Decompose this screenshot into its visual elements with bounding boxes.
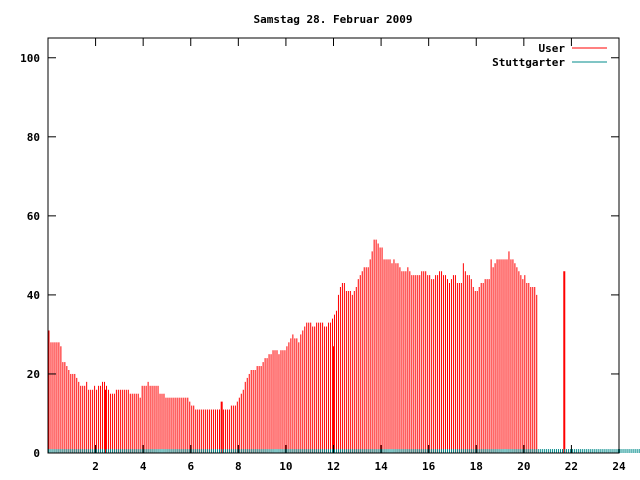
x-tick-label: 14 xyxy=(374,460,388,473)
user-series-bars xyxy=(48,239,538,453)
x-tick-label: 6 xyxy=(187,460,194,473)
y-tick-label: 80 xyxy=(27,131,40,144)
y-tick-label: 100 xyxy=(20,52,40,65)
chart-title: Samstag 28. Februar 2009 xyxy=(254,13,413,26)
x-tick-label: 12 xyxy=(327,460,340,473)
y-tick-label: 40 xyxy=(27,289,40,302)
x-tick-label: 16 xyxy=(422,460,436,473)
legend: User Stuttgarter xyxy=(492,42,607,69)
x-tick-label: 22 xyxy=(565,460,578,473)
legend-entry-stuttgarter: Stuttgarter xyxy=(492,56,607,69)
x-tick-label: 4 xyxy=(140,460,147,473)
x-tick-label: 10 xyxy=(279,460,292,473)
y-tick-label: 60 xyxy=(27,210,40,223)
y-tick-label: 20 xyxy=(27,368,40,381)
highlight-bars xyxy=(104,271,566,453)
legend-label-stuttgarter: Stuttgarter xyxy=(492,56,565,69)
x-tick-label: 8 xyxy=(235,460,242,473)
x-axis: 2 4 6 8 10 12 14 16 18 20 22 24 xyxy=(92,38,626,473)
x-tick-label: 20 xyxy=(517,460,530,473)
x-tick-label: 24 xyxy=(612,460,626,473)
y-axis: 0 20 40 60 80 100 xyxy=(20,52,619,460)
x-tick-label: 2 xyxy=(92,460,99,473)
x-tick-label: 18 xyxy=(470,460,483,473)
legend-entry-user: User xyxy=(539,42,607,55)
y-tick-label: 0 xyxy=(33,447,40,460)
stuttgarter-series-bars xyxy=(48,449,640,453)
legend-label-user: User xyxy=(539,42,566,55)
